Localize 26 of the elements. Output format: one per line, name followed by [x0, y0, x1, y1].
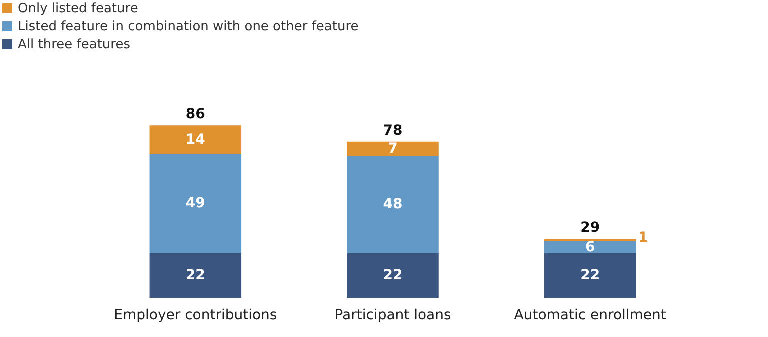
data-label: 22	[383, 268, 403, 284]
data-label: 49	[186, 196, 206, 212]
total-label: 86	[186, 106, 206, 123]
bar	[347, 156, 439, 254]
bar	[150, 253, 242, 298]
legend-label: Listed feature in combination with one other feature	[18, 20, 359, 34]
data-label: 6	[585, 239, 596, 256]
data-label: 14	[186, 132, 206, 148]
bar	[544, 253, 636, 298]
data-label: 22	[186, 268, 206, 284]
legend-label: Only listed feature	[18, 2, 138, 16]
data-label: 48	[383, 196, 403, 213]
bar	[150, 126, 242, 154]
x-tick-label: Automatic enrollment	[514, 308, 667, 324]
total-label: 78	[383, 122, 403, 139]
bar	[544, 241, 636, 254]
x-tick-label: Employer contributions	[114, 308, 278, 324]
legend-label: All three features	[18, 38, 131, 52]
total-label: 29	[580, 220, 600, 236]
data-label: 22	[580, 268, 600, 284]
data-label: 1	[638, 230, 648, 246]
bar	[347, 142, 439, 156]
bar	[347, 253, 439, 298]
data-label: 7	[388, 140, 398, 157]
x-tick-label: Participant loans	[334, 308, 452, 324]
bar	[150, 154, 242, 254]
